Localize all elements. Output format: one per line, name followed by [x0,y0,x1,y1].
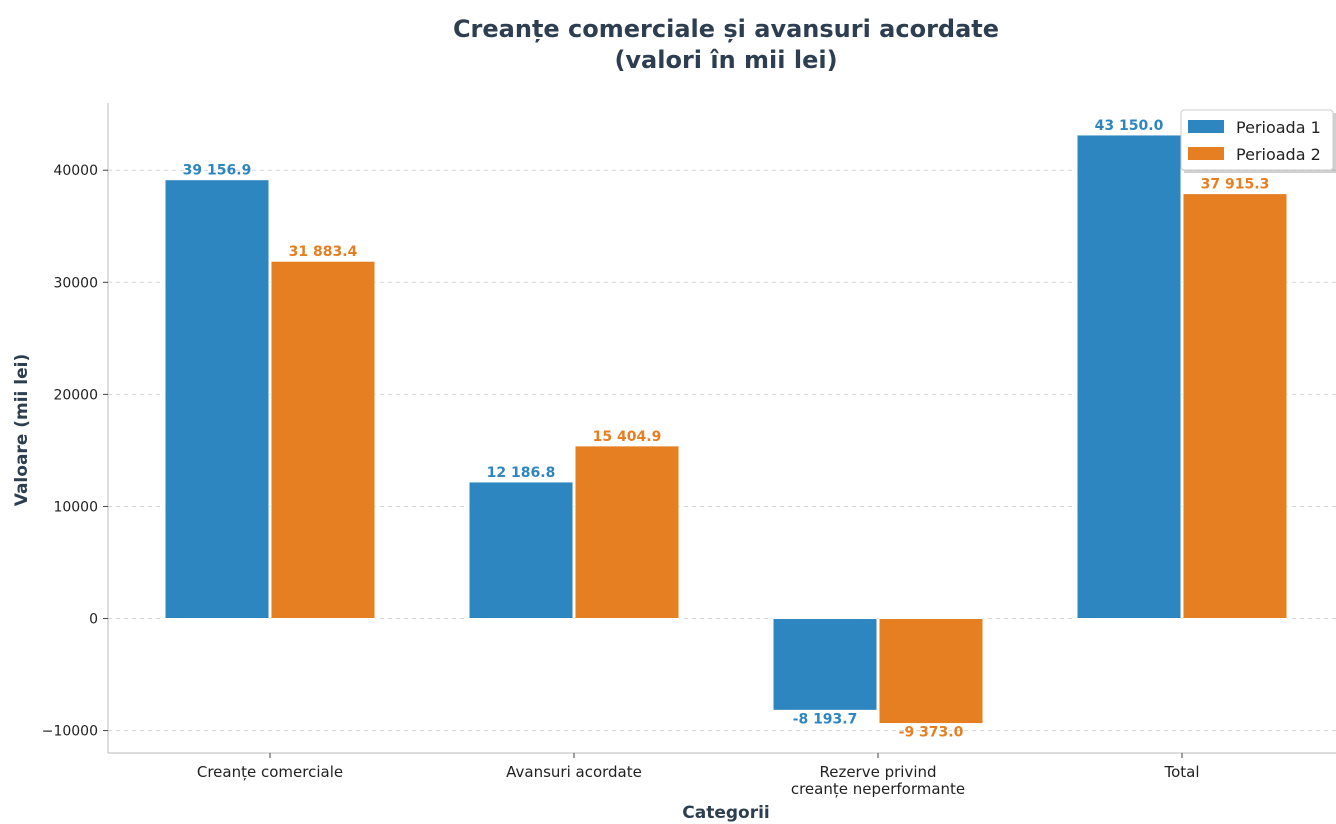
x-tick-label: Avansuri acordate [506,763,642,781]
x-tick-label: Total [1163,763,1199,781]
x-tick-label: Creanțe comerciale [197,763,343,781]
legend-swatch [1188,120,1224,133]
x-tick-label-line: creanțe neperformante [791,780,965,798]
y-ticks: −10000 0 10000 20000 30000 40000 [42,163,108,740]
bar-series-2 [878,618,984,725]
x-tick-label-line: Total [1163,763,1199,781]
legend: Perioada 1 Perioada 2 [1180,109,1336,173]
x-tick-label-line: Rezerve privind [819,763,936,781]
legend-label: Perioada 1 [1236,118,1321,137]
bar-series-1 [772,618,878,711]
y-tick-label: 0 [89,612,98,628]
chart-title: Creanțe comerciale și avansuri acordate [453,15,999,43]
bar-series-1 [1076,134,1182,620]
data-label: 31 883.4 [289,244,358,260]
legend-swatch [1188,147,1224,160]
data-label: -9 373.0 [899,725,964,741]
bars [164,134,1288,725]
y-tick-label: 30000 [53,275,98,291]
y-tick-label: 10000 [53,499,98,515]
chart-subtitle: (valori în mii lei) [614,46,837,74]
data-label: -8 193.7 [793,711,858,727]
bar-series-1 [468,481,574,620]
y-tick-label: 40000 [53,163,98,179]
bar-series-1 [164,179,270,620]
x-tick-label: Rezerve privind creanțe neperformante [791,763,965,798]
data-label: 39 156.9 [183,163,252,179]
x-tick-label-line: Creanțe comerciale [197,763,343,781]
data-label: 12 186.8 [487,465,556,481]
data-label: 15 404.9 [593,429,662,445]
y-tick-label: 20000 [53,387,98,403]
data-label: 43 150.0 [1095,118,1164,134]
legend-label: Perioada 2 [1236,145,1321,164]
x-tick-label-line: Avansuri acordate [506,763,642,781]
data-labels: 39 156.9 31 883.4 12 186.8 15 404.9 -8 193.7… [183,118,1270,741]
y-tick-label: −10000 [42,724,98,740]
axes [107,103,1336,754]
y-axis-title: Valoare (mii lei) [12,354,32,507]
x-ticks: Creanțe comerciale Avansuri acordate Rezer… [197,753,1200,798]
data-label: 37 915.3 [1201,177,1270,193]
x-axis-title: Categorii [682,803,770,823]
bar-series-2 [1182,193,1288,620]
bar-series-2 [270,260,376,620]
bar-series-2 [574,445,680,620]
